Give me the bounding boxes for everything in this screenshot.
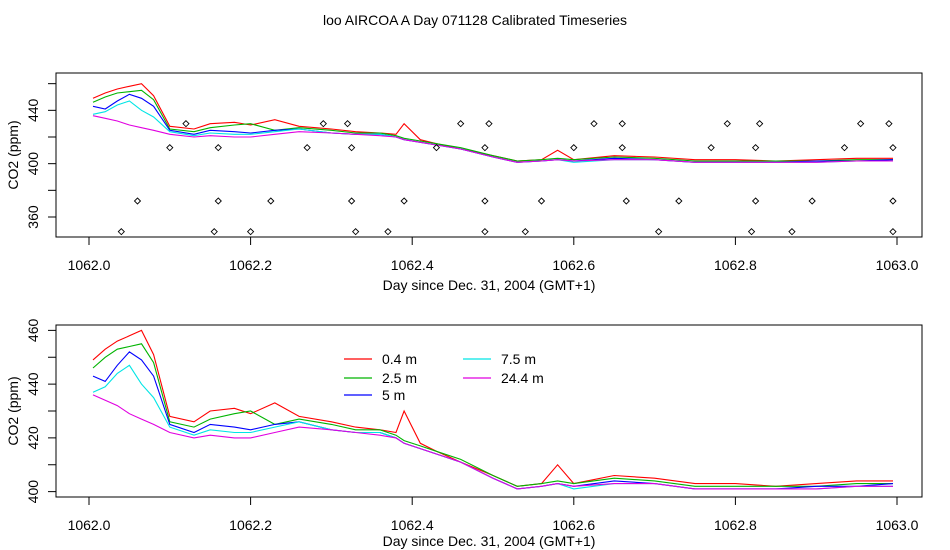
top-diamond-marker	[889, 228, 897, 236]
top-diamond-marker	[303, 144, 311, 152]
top-diamond-marker	[622, 197, 630, 205]
top-diamond-marker	[352, 228, 360, 236]
legend-label: 7.5 m	[501, 351, 536, 367]
bottom-series-line-0-4-m	[92, 329, 893, 487]
top-diamond-marker	[885, 120, 893, 128]
top-diamond-marker	[675, 197, 683, 205]
top-diamond-marker	[481, 228, 489, 236]
top-diamond-marker	[747, 228, 756, 236]
top-diamond-marker	[756, 120, 764, 128]
bottom-series-line-24-4-m	[92, 394, 893, 490]
top-diamond-marker	[840, 144, 849, 152]
top-x-tick-label: 1062.2	[229, 257, 272, 273]
top-diamond-marker	[267, 197, 275, 205]
top-y-axis-label: CO2 (ppm)	[5, 120, 21, 189]
top-diamond-marker	[432, 144, 441, 152]
top-diamond-marker	[808, 197, 816, 205]
bottom-y-tick-label: 420	[25, 426, 41, 450]
bottom-x-tick-label: 1062.8	[714, 517, 757, 533]
top-diamond-marker	[457, 120, 465, 128]
legend-label: 2.5 m	[382, 370, 417, 386]
bottom-panel: 1062.0 1062.2 1062.4 1062.6 1062.8 1063.0 400 4…	[5, 318, 923, 549]
top-diamond-marker	[485, 120, 493, 128]
top-diamond-marker	[751, 197, 760, 205]
bottom-series-line-7-5-m	[92, 364, 893, 490]
bottom-x-tick-label: 1062.4	[391, 517, 434, 533]
top-diamond-marker	[570, 144, 578, 152]
bottom-x-tick-label: 1063.0	[876, 517, 919, 533]
top-diamond-marker	[384, 228, 392, 236]
legend-label: 0.4 m	[382, 351, 417, 367]
top-diamond-marker	[521, 228, 529, 236]
bottom-x-tick-label: 1062.6	[552, 517, 595, 533]
top-diamond-marker	[214, 197, 222, 205]
top-diamond-marker	[117, 228, 125, 236]
bottom-series-line-5-m	[92, 351, 894, 490]
top-diamond-marker	[133, 197, 142, 205]
top-diamond-marker	[590, 120, 598, 128]
top-diamond-marker	[889, 144, 897, 152]
top-panel: 1062.0 1062.2 1062.4 1062.6 1062.8 1063.0 360 4…	[5, 72, 923, 293]
top-y-tick-label: 440	[25, 98, 41, 122]
bottom-series-line-2-5-m	[92, 343, 893, 487]
top-x-tick-label: 1062.0	[68, 257, 111, 273]
top-diamond-marker	[618, 120, 626, 128]
top-x-tick-label: 1062.4	[391, 257, 434, 273]
top-diamond-marker	[723, 120, 731, 128]
top-diamond-marker	[343, 120, 352, 128]
top-diamond-marker	[707, 144, 715, 152]
top-y-tick-label: 400	[25, 152, 41, 176]
legend-label: 5 m	[382, 387, 405, 403]
top-diamond-marker	[246, 228, 255, 236]
top-diamond-marker	[319, 120, 327, 128]
bottom-y-axis-label: CO2 (ppm)	[5, 376, 21, 445]
top-diamond-marker	[347, 197, 356, 205]
top-diamond-marker	[210, 228, 218, 236]
top-y-tick-label: 360	[25, 205, 41, 229]
top-diamond-marker	[166, 144, 174, 152]
bottom-x-axis-label: Day since Dec. 31, 2004 (GMT+1)	[383, 533, 596, 549]
top-diamond-marker	[481, 197, 489, 205]
top-diamond-marker	[481, 144, 489, 152]
top-series-line-2-5-m	[92, 89, 893, 162]
bottom-y-tick-label: 460	[25, 318, 41, 342]
top-diamond-marker	[618, 144, 626, 152]
top-diamond-marker	[214, 144, 222, 152]
figure-title: loo AIRCOA A Day 071128 Calibrated Times…	[323, 12, 627, 28]
top-x-tick-label: 1063.0	[876, 257, 919, 273]
top-series-line-7-5-m	[92, 100, 893, 163]
top-diamond-marker	[751, 144, 760, 152]
top-x-tick-label: 1062.6	[552, 257, 595, 273]
top-plot-frame	[55, 72, 923, 238]
bottom-x-tick-label: 1062.0	[68, 517, 111, 533]
legend-label: 24.4 m	[501, 370, 544, 386]
top-x-tick-label: 1062.8	[714, 257, 757, 273]
bottom-x-tick-label: 1062.2	[229, 517, 272, 533]
top-diamond-marker	[655, 228, 663, 236]
bottom-y-tick-label: 440	[25, 372, 41, 396]
top-series-line-0-4-m	[92, 83, 893, 162]
top-diamond-marker	[537, 197, 546, 205]
bottom-plot-frame	[55, 324, 923, 498]
top-diamond-marker	[182, 120, 190, 128]
top-diamond-marker	[400, 197, 408, 205]
bottom-y-tick-label: 400	[25, 480, 41, 504]
top-diamond-marker	[347, 144, 356, 152]
top-diamond-marker	[889, 197, 897, 205]
top-diamond-marker	[788, 228, 796, 236]
top-diamond-marker	[857, 120, 865, 128]
top-series-line-24-4-m	[92, 115, 893, 163]
top-series-line-5-m	[92, 93, 894, 163]
top-x-axis-label: Day since Dec. 31, 2004 (GMT+1)	[383, 277, 596, 293]
